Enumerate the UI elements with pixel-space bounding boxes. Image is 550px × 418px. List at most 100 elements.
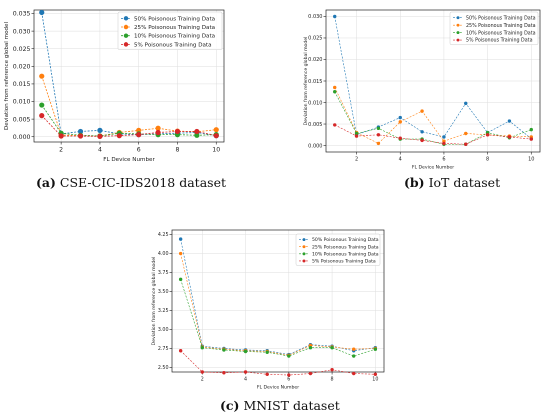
caption-c-letter: (c) [220, 398, 240, 413]
data-point [265, 372, 269, 376]
data-point [287, 373, 291, 377]
y-tick-label: 2.75 [158, 346, 169, 352]
legend-swatch-marker [123, 24, 129, 30]
data-point [376, 141, 381, 146]
x-tick-label: 8 [486, 157, 489, 163]
series-3 [333, 90, 533, 146]
legend-entry: 25% Poisonous Training Data [453, 23, 536, 29]
x-tick-label: 10 [528, 157, 534, 163]
y-tick-label: 0.025 [308, 36, 322, 42]
y-tick-label: 3.75 [158, 270, 169, 276]
y-tick-label: 2.50 [158, 365, 169, 371]
caption-b-letter: (b) [404, 175, 425, 190]
data-point [222, 371, 226, 375]
data-point [200, 346, 204, 350]
data-point [178, 349, 183, 353]
x-tick-label: 10 [212, 147, 220, 154]
data-point [373, 347, 378, 351]
legend-box [117, 11, 223, 50]
caption-a-text: CSE-CIC-IDS2018 dataset [59, 175, 226, 190]
x-tick-label: 4 [244, 376, 247, 382]
y-tick-label: 0.020 [13, 63, 31, 70]
data-point [485, 133, 490, 137]
legend-box [295, 233, 381, 266]
series-line [180, 239, 376, 355]
y-tick-label: 0.000 [308, 143, 322, 149]
x-tick-label: 2 [59, 147, 63, 154]
legend-entry: 10% Poisonous Training Data [453, 30, 536, 36]
data-point [507, 135, 512, 139]
plot-frame [171, 229, 385, 373]
legend-entry: 5% Poisonous Training Data [453, 38, 533, 44]
x-tick-label: 4 [98, 147, 102, 154]
legend-entry: 25% Poisonous Training Data [299, 244, 379, 250]
chart-cse-cic-ids2018: 0.000 0.005 0.010 0.015 0.020 0.025 0.030 0.035… [4, 9, 225, 163]
legend: 50% Poisonous Training Data 25% Poisonous… [449, 11, 539, 46]
y-tick-label: 0.005 [13, 116, 31, 123]
y-axis-label: Deviation from reference global model [4, 22, 10, 131]
x-tick-label: 6 [137, 147, 141, 154]
legend-entry: 25% Poisonous Training Data [121, 24, 215, 31]
data-point [243, 370, 248, 374]
legend: 50% Poisonous Training Data 25% Poisonous… [117, 11, 223, 50]
data-point [58, 133, 64, 139]
legend-label: 5% Poisonous Training Data [312, 259, 376, 265]
chart-mnist: 2.50 2.75 3.00 3.25 3.50 3.75 4.00 4.25 2 4 6 8 10 FL… [151, 229, 385, 390]
legend-label: 25% Poisonous Training Data [466, 23, 536, 29]
data-point [200, 370, 204, 374]
legend-entry: 5% Poisonous Training Data [299, 259, 376, 265]
data-point [194, 132, 200, 138]
data-point [77, 133, 84, 139]
y-tick-label: 4.00 [158, 251, 169, 257]
legend-label: 5% Poisonous Training Data [466, 38, 533, 44]
legend-label: 50% Poisonous Training Data [134, 16, 215, 22]
legend-label: 50% Poisonous Training Data [312, 237, 379, 243]
y-tick-label: 3.00 [158, 327, 169, 333]
legend-label: 50% Poisonous Training Data [466, 15, 536, 21]
data-point [178, 237, 183, 241]
y-tick-label: 3.25 [158, 308, 169, 314]
x-tick-label: 10 [372, 376, 378, 382]
legend-swatch-marker [302, 245, 306, 249]
y-tick-label: 0.030 [13, 28, 31, 35]
data-point [330, 346, 334, 350]
legend-entry: 5% Poisonous Training Data [121, 42, 212, 48]
data-point [398, 136, 402, 140]
legend-swatch-marker [123, 16, 129, 21]
data-point [155, 125, 161, 131]
y-axis-label: Deviation from reference global model [151, 257, 157, 346]
series-3 [39, 102, 219, 139]
data-point [287, 354, 291, 358]
data-point [420, 138, 424, 143]
series-line [41, 104, 217, 137]
data-point [330, 368, 334, 372]
legend-swatch-marker [456, 23, 460, 27]
x-tick-label: 8 [176, 147, 180, 154]
x-axis-label: FL Device Number [257, 384, 299, 390]
x-tick-label: 6 [442, 157, 445, 163]
caption-a-letter: (a) [36, 175, 56, 190]
series-4 [39, 113, 219, 139]
data-point [116, 133, 122, 139]
y-tick-label: 0.030 [308, 14, 322, 20]
data-point [39, 113, 45, 119]
legend-entry: 10% Poisonous Training Data [299, 251, 379, 257]
x-axis-label: FL Device Number [412, 165, 454, 171]
data-point [376, 126, 381, 131]
series-line [41, 115, 217, 137]
legend-swatch-marker [123, 33, 129, 38]
series-line [180, 279, 376, 357]
y-tick-label: 0.010 [308, 100, 322, 106]
data-point [529, 137, 533, 141]
data-point [194, 128, 200, 135]
data-point [178, 277, 183, 282]
legend-swatch-marker [456, 16, 460, 20]
series-line [334, 16, 532, 139]
data-point [243, 349, 248, 354]
data-point [39, 73, 45, 79]
data-point [39, 102, 45, 108]
legend-swatch-marker [302, 238, 306, 242]
y-tick-label: 0.015 [308, 79, 322, 85]
chart-iot: 0.000 0.005 0.010 0.015 0.020 0.025 0.030 2 4 6 8 1… [303, 9, 541, 171]
data-point [77, 128, 84, 135]
